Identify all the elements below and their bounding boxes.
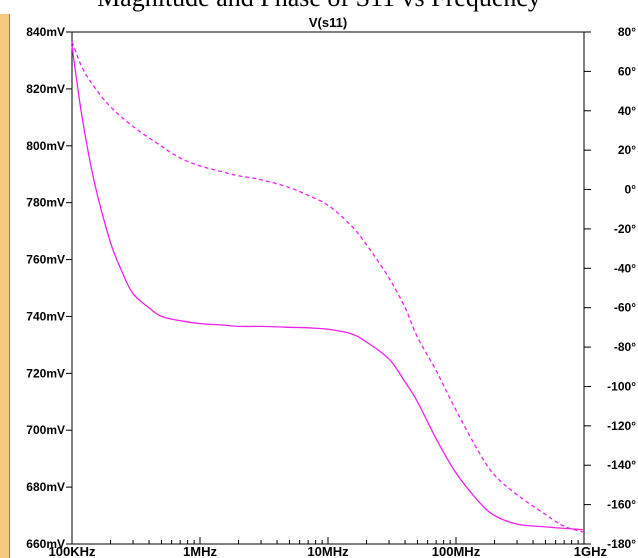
- x-tick-label: 10MHz: [307, 544, 349, 558]
- y-right-tick-label: -20°: [614, 222, 636, 236]
- x-tick-label: 100MHz: [432, 544, 481, 558]
- phase-trace: [71, 41, 585, 533]
- y-right-tick-label: 20°: [618, 143, 636, 157]
- plot-area: [71, 31, 585, 545]
- y-right-tick-label: -160°: [607, 498, 636, 512]
- y-right-tick-label: -100°: [607, 379, 636, 393]
- y-right-tick-label: -60°: [614, 301, 636, 315]
- window-left-border: [0, 14, 10, 558]
- y-left-tick-label: 760mV: [26, 253, 65, 267]
- clipped-chart-caption: Magnitude and Phase of S11 vs Frequency: [0, 0, 638, 13]
- x-tick-label: 100KHz: [49, 544, 96, 558]
- trace-title: V(s11): [309, 15, 347, 30]
- y-left-tick-label: 820mV: [26, 82, 65, 96]
- x-tick-label: 1MHz: [183, 544, 217, 558]
- y-left-tick-label: 740mV: [26, 309, 65, 323]
- y-right-tick-label: 60°: [618, 64, 636, 78]
- y-right-tick-label: 80°: [618, 25, 636, 39]
- y-left-tick-label: 720mV: [26, 366, 65, 380]
- y-left-tick-label: 800mV: [26, 139, 65, 153]
- y-right-tick-label: 40°: [618, 104, 636, 118]
- magnitude-trace: [71, 46, 585, 531]
- y-left-tick-label: 840mV: [26, 25, 65, 39]
- y-right-tick-label: -140°: [607, 458, 636, 472]
- y-left-tick-label: 780mV: [26, 196, 65, 210]
- y-right-tick-label: -180°: [607, 537, 636, 551]
- y-right-tick-label: -80°: [614, 340, 636, 354]
- y-right-tick-label: -120°: [607, 419, 636, 433]
- y-right-tick-label: -40°: [614, 261, 636, 275]
- y-left-tick-label: 700mV: [26, 423, 65, 437]
- x-tick-label: 1GHz: [574, 544, 608, 558]
- y-right-tick-label: 0°: [625, 183, 637, 197]
- y-left-tick-label: 660mV: [26, 537, 65, 551]
- y-left-tick-label: 680mV: [26, 480, 65, 494]
